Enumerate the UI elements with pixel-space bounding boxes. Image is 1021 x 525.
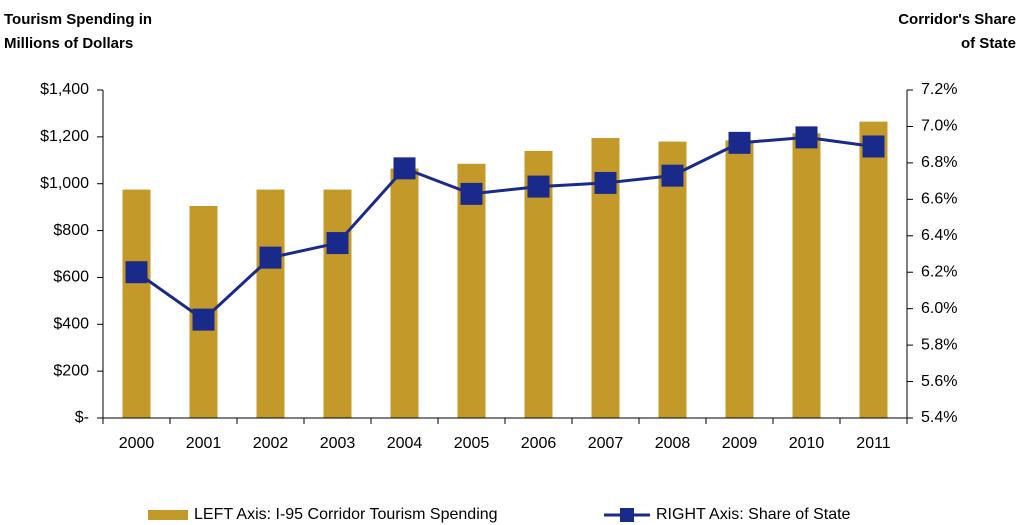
legend-swatch [620,508,634,522]
y2-tick-label: 7.2% [921,81,957,98]
y2-tick-label: 5.4% [921,409,957,426]
y-tick-label: $1,200 [40,128,89,145]
x-tick-label: 2005 [454,435,490,452]
bar [323,189,352,418]
x-tick-label: 2009 [722,435,758,452]
marker [795,126,818,149]
x-tick-label: 2011 [856,435,891,452]
x-tick-label: 2003 [320,435,356,452]
marker [594,171,617,194]
x-tick-label: 2004 [387,435,423,452]
y2-axis-label: of State [961,35,1016,52]
bar [457,163,486,418]
y-axis-label: Millions of Dollars [4,35,133,52]
marker [326,232,349,255]
y2-tick-label: 6.6% [921,191,957,208]
line [135,135,874,322]
y2-tick-label: 6.4% [921,227,957,244]
x-tick-label: 2006 [521,435,557,452]
y-tick-label: $400 [53,316,89,333]
x-tick-label: 2001 [186,435,222,452]
marker [393,157,416,180]
marker [259,246,282,269]
legend-swatch [148,510,188,520]
y2-tick-label: 6.0% [921,300,957,317]
y2-tick-label: 6.8% [921,154,957,171]
y2-axis-label: Corridor's Share [898,11,1016,28]
marker [192,308,215,331]
marker [728,131,751,154]
y-tick-label: $600 [53,269,89,286]
y2-tick-label: 5.6% [921,373,957,390]
y-axis-label: Tourism Spending in [4,11,152,28]
bar [390,168,419,418]
y2-tick-label: 5.8% [921,336,957,353]
marker [527,175,550,198]
y-tick-label: $1,000 [40,175,89,192]
bar [792,133,821,419]
bar [859,121,888,418]
y-tick-label: $1,400 [40,81,89,98]
bar [122,189,151,418]
bar [725,140,754,418]
bar [658,141,687,419]
x-tick-label: 2002 [253,435,289,452]
y-tick-label: $- [75,409,89,426]
x-tick-label: 2000 [119,435,155,452]
y-tick-label: $800 [53,222,89,239]
y-tick-label: $200 [53,362,89,379]
marker [661,164,684,187]
y2-tick-label: 6.2% [921,263,957,280]
marker [125,261,148,284]
x-tick-label: 2010 [789,435,825,452]
y2-tick-label: 7.0% [921,118,957,135]
marker [862,135,885,158]
bar [256,189,285,418]
x-tick-label: 2008 [655,435,691,452]
legend-label: RIGHT Axis: Share of State [656,506,851,523]
legend-label: LEFT Axis: I-95 Corridor Tourism Spendin… [194,506,498,523]
x-tick-label: 2007 [588,435,624,452]
marker [460,182,483,205]
